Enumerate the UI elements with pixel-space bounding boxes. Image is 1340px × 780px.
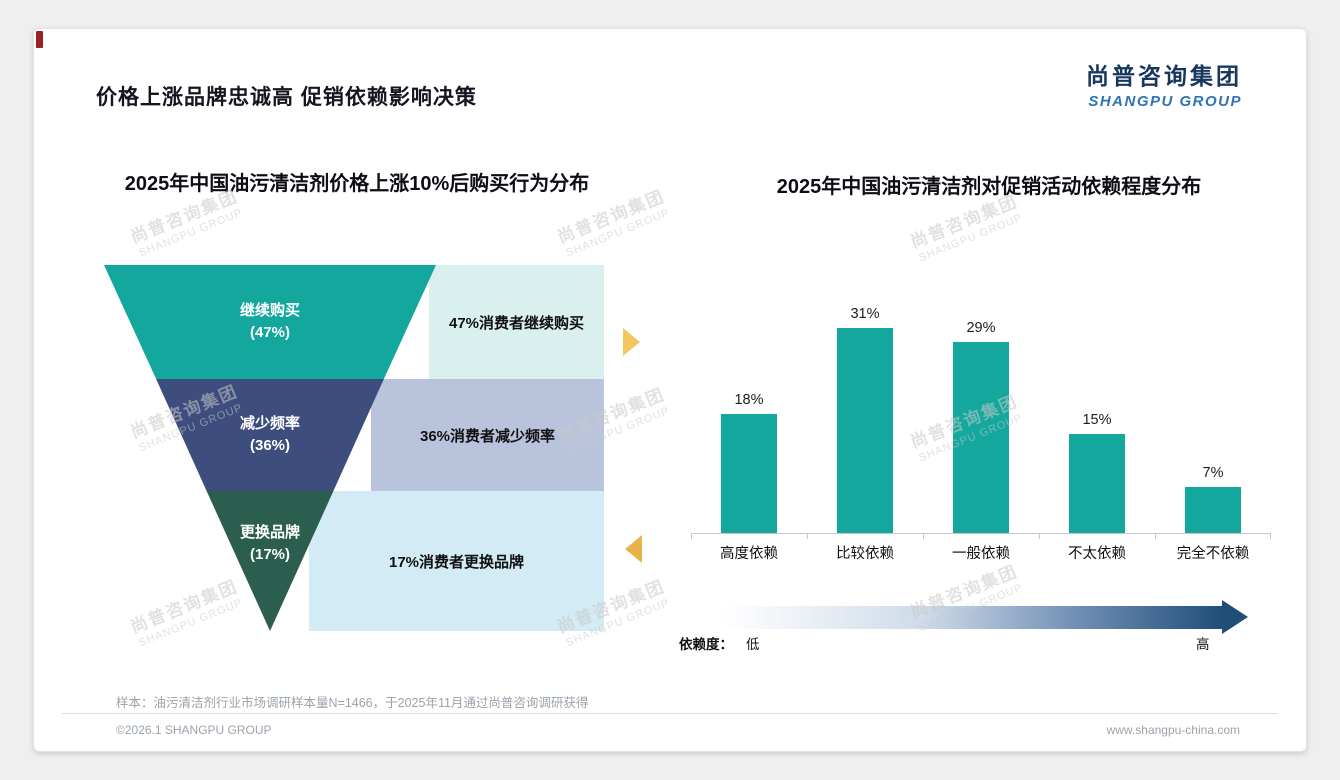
bar-value-label: 15% <box>1082 412 1112 428</box>
funnel-segment-label: 减少频率 <box>239 415 300 433</box>
dependency-low-label: 低 <box>746 637 760 652</box>
bar-group: 18% <box>691 392 807 533</box>
company-logo: 尚普咨询集团 SHANGPU GROUP <box>1086 57 1242 110</box>
dependency-axis-label: 依赖度： <box>679 637 733 652</box>
watermark-en: SHANGPU GROUP <box>137 206 245 260</box>
arrow-right-icon <box>623 328 640 356</box>
bar-value-label: 29% <box>966 320 996 336</box>
bar-group: 7% <box>1155 465 1271 533</box>
footer-divider <box>62 713 1278 714</box>
funnel-segment-label: 继续购买 <box>239 302 300 320</box>
gradient-arrowhead-icon <box>1222 600 1248 634</box>
bar <box>721 414 777 533</box>
page-title: 价格上涨品牌忠诚高 促销依赖影响决策 <box>96 86 477 109</box>
corner-accent <box>36 31 43 48</box>
watermark-en: SHANGPU GROUP <box>917 211 1025 265</box>
funnel-annotation-box-3: 17%消费者更换品牌 <box>309 491 604 631</box>
slide-card: 尚普咨询集团 SHANGPU GROUP 尚普咨询集团 SHANGPU GROUP … <box>33 28 1307 752</box>
website-url: www.shangpu-china.com <box>1106 723 1240 737</box>
funnel-segment-continue: 继续购买 (47%) <box>104 265 436 379</box>
category-label: 不太依赖 <box>1068 546 1126 562</box>
category-label: 高度依赖 <box>720 546 778 562</box>
category-label: 比较依赖 <box>836 546 894 562</box>
funnel-segment-label: 更换品牌 <box>239 524 300 542</box>
bar <box>1069 434 1125 533</box>
bar <box>953 342 1009 533</box>
bar-group: 29% <box>923 320 1039 533</box>
funnel-annotation-box-1: 47%消费者继续购买 <box>429 265 604 379</box>
funnel-annotation-text-3: 17%消费者更换品牌 <box>388 553 525 571</box>
watermark-en: SHANGPU GROUP <box>564 206 672 260</box>
axis-tick <box>691 534 692 539</box>
funnel-annotation-text-2: 36%消费者减少频率 <box>419 427 556 445</box>
bar-value-label: 18% <box>734 392 764 408</box>
x-axis <box>691 533 1271 539</box>
axis-tick <box>1270 534 1271 539</box>
axis-tick <box>923 534 924 539</box>
bar-group: 31% <box>807 306 923 533</box>
bar-group: 15% <box>1039 412 1155 533</box>
funnel-annotation-text-1: 47%消费者继续购买 <box>448 314 585 332</box>
bar-value-label: 7% <box>1202 465 1224 481</box>
logo-en-text: SHANGPU GROUP <box>1088 93 1242 110</box>
funnel-segment-value: (36%) <box>249 437 290 454</box>
bar <box>1185 487 1241 533</box>
dependency-high-label: 高 <box>1196 637 1210 652</box>
bar-chart-title: 2025年中国油污清洁剂对促销活动依赖程度分布 <box>776 176 1202 198</box>
arrow-left-icon <box>625 535 642 563</box>
funnel-segment-value: (17%) <box>249 546 290 563</box>
category-label: 完全不依赖 <box>1176 546 1250 562</box>
copyright-text: ©2026.1 SHANGPU GROUP <box>116 723 272 737</box>
funnel-chart-title: 2025年中国油污清洁剂价格上涨10%后购买行为分布 <box>124 173 590 195</box>
sample-note: 样本：油污清洁剂行业市场调研样本量N=1466，于2025年11月通过尚普咨询调… <box>116 696 589 710</box>
funnel-annotation-box-2: 36%消费者减少频率 <box>371 379 604 491</box>
category-label: 一般依赖 <box>952 546 1010 562</box>
axis-tick <box>807 534 808 539</box>
bar-chart: 18% 31% 29% 15% 7% <box>691 293 1271 533</box>
bar-value-label: 31% <box>850 306 880 322</box>
funnel-segment-value: (47%) <box>249 324 290 341</box>
logo-cn-text: 尚普咨询集团 <box>1086 63 1242 89</box>
axis-tick <box>1039 534 1040 539</box>
x-axis-labels: 高度依赖 比较依赖 一般依赖 不太依赖 完全不依赖 <box>691 542 1271 563</box>
dependency-gradient-arrow <box>723 600 1248 634</box>
axis-tick <box>1155 534 1156 539</box>
bar <box>837 328 893 533</box>
funnel-chart: 47%消费者继续购买 36%消费者减少频率 17%消费者更换品牌 继续购买 (47… <box>104 265 604 631</box>
